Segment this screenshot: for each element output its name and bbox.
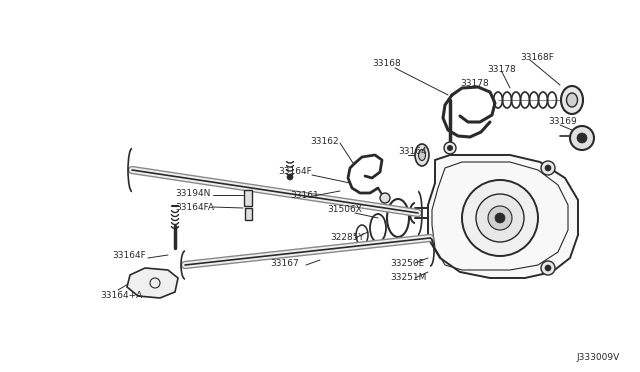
Text: 31506X: 31506X [327,205,362,215]
FancyBboxPatch shape [245,208,252,220]
Circle shape [570,126,594,150]
Text: 33164: 33164 [398,148,427,157]
Circle shape [545,265,551,271]
Circle shape [545,165,551,171]
Text: 33164FA: 33164FA [175,202,214,212]
Text: 33251M: 33251M [390,273,426,282]
Text: 33164+A: 33164+A [100,291,142,299]
Circle shape [287,174,293,180]
Text: 33164F: 33164F [112,250,146,260]
Ellipse shape [566,93,577,107]
Polygon shape [127,268,178,298]
Circle shape [380,193,390,203]
Circle shape [476,194,524,242]
Text: 33178: 33178 [487,65,516,74]
Text: 33168: 33168 [372,58,401,67]
Ellipse shape [419,150,426,160]
Text: 33168F: 33168F [520,52,554,61]
Text: 33250E: 33250E [390,259,424,267]
Circle shape [462,180,538,256]
Circle shape [541,261,555,275]
Text: J333009V: J333009V [577,353,620,362]
Circle shape [447,145,453,151]
Text: 33194N: 33194N [175,189,211,198]
Text: 33161: 33161 [290,192,319,201]
Ellipse shape [415,144,429,166]
Text: 33164F: 33164F [278,167,312,176]
Text: 33167: 33167 [270,259,299,267]
Text: 32285Y: 32285Y [330,234,364,243]
Circle shape [488,206,512,230]
Circle shape [541,161,555,175]
Circle shape [495,213,505,223]
Text: 33162: 33162 [310,137,339,145]
Text: 33169: 33169 [548,118,577,126]
Polygon shape [428,155,578,278]
Circle shape [577,133,587,143]
FancyBboxPatch shape [244,190,252,206]
Text: 33178: 33178 [460,78,489,87]
Circle shape [444,142,456,154]
Ellipse shape [561,86,583,114]
